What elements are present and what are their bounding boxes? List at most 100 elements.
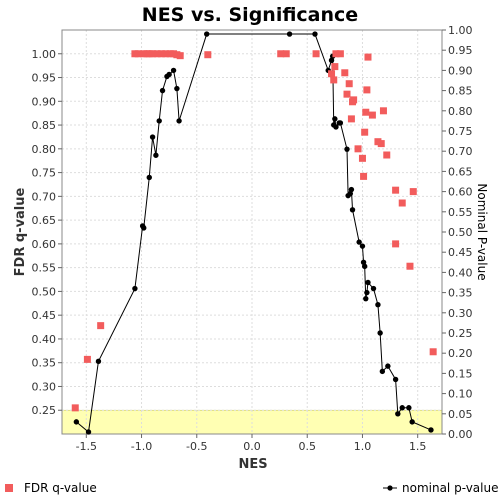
y-tick-label-11: 0.80	[32, 143, 57, 156]
legend-fdr-label: FDR q-value	[24, 481, 97, 495]
y2-tick-label-16: 0.80	[448, 105, 473, 118]
y-tick-label-1: 0.30	[32, 380, 57, 393]
y-tick-label-13: 0.90	[32, 95, 57, 108]
fdr-point-44	[392, 240, 400, 248]
fdr-point-34	[361, 128, 369, 136]
fdr-point-31	[354, 145, 362, 153]
y2-axis-label: Nominal P-value	[475, 183, 489, 280]
pvalue-point-20	[328, 57, 335, 63]
x-tick-label-4: 0.5	[298, 440, 316, 453]
y-tick-label-8: 0.65	[32, 214, 57, 227]
fdr-point-33	[360, 172, 368, 180]
pvalue-point-14	[174, 85, 180, 92]
pvalue-point-41	[377, 330, 383, 336]
pvalue-point-49	[428, 427, 434, 433]
pvalue-point-37	[364, 289, 370, 296]
pvalue-point-39	[370, 285, 377, 292]
fdr-point-22	[331, 63, 339, 71]
x-tick-label-2: -0.5	[186, 440, 207, 453]
y-tick-label-12: 0.85	[32, 119, 57, 132]
x-tick-label-5: 1.0	[354, 440, 372, 453]
pvalue-point-6	[146, 174, 152, 181]
y2-tick-label-10: 0.50	[448, 226, 473, 239]
y2-tick-label-20: 1.00	[448, 24, 473, 37]
fdr-point-9	[153, 50, 161, 58]
y2-tick-label-0: 0.00	[448, 428, 473, 441]
fdr-point-38	[368, 111, 376, 119]
fdr-point-18	[282, 50, 290, 58]
y2-tick-label-18: 0.90	[448, 64, 473, 77]
fdr-point-40	[377, 140, 385, 148]
pvalue-point-45	[395, 411, 401, 417]
pvalue-point-48	[409, 419, 415, 425]
y2-tick-label-8: 0.40	[448, 266, 473, 279]
chart-title: NES vs. Significance	[142, 4, 358, 26]
pvalue-point-34	[360, 259, 367, 265]
nominal-pvalue-series	[73, 31, 434, 435]
y-tick-label-4: 0.45	[32, 309, 57, 322]
pvalue-point-32	[356, 239, 362, 245]
pvalue-point-35	[361, 263, 368, 270]
y2-tick-label-15: 0.75	[448, 125, 473, 138]
pvalue-point-31	[349, 207, 356, 213]
pvalue-point-30	[348, 186, 355, 193]
pvalue-point-40	[375, 302, 381, 308]
fdr-point-24	[336, 50, 344, 58]
fdr-point-29	[350, 96, 358, 104]
legend: FDR q-value nominal p-value	[5, 481, 498, 495]
pvalue-point-13	[170, 67, 177, 74]
fdr-point-4	[134, 50, 142, 58]
pvalue-point-15	[176, 118, 182, 124]
pvalue-point-1	[85, 429, 92, 435]
pvalue-point-8	[153, 152, 159, 158]
y2-tick-label-9: 0.45	[448, 246, 473, 259]
pvalue-point-18	[312, 31, 318, 37]
pvalue-point-43	[385, 363, 391, 369]
legend-fdr-swatch	[5, 484, 13, 492]
y-axis-label: FDR q-value	[13, 187, 28, 276]
fdr-point-47	[409, 188, 417, 196]
y2-tick-label-5: 0.25	[448, 327, 473, 340]
fdr-point-48	[429, 348, 437, 356]
pvalue-point-44	[392, 376, 399, 383]
y2-tick-label-6: 0.30	[448, 307, 473, 320]
y2-tick-label-11: 0.55	[448, 206, 473, 219]
pvalue-point-29	[347, 190, 354, 197]
pvalue-point-27	[344, 146, 350, 152]
x-tick-label-0: -1.5	[76, 440, 97, 453]
pvalue-point-24	[333, 124, 339, 130]
pvalue-point-33	[359, 243, 366, 249]
y-tick-label-7: 0.60	[32, 238, 57, 251]
legend-pval-label: nominal p-value	[402, 481, 498, 495]
y2-axis-ticks: 0.00 0.05 0.10 0.15 0.20 0.25 0.30 0.35 0.40 0.45…	[442, 24, 473, 441]
y2-tick-label-3: 0.15	[448, 367, 473, 380]
y2-tick-label-17: 0.85	[448, 85, 473, 98]
fdr-point-11	[162, 50, 170, 58]
pvalue-point-47	[406, 405, 412, 411]
fdr-point-23	[332, 50, 340, 58]
pvalue-point-36	[363, 295, 369, 302]
y2-tick-label-2: 0.10	[448, 388, 473, 401]
y2-tick-label-12: 0.60	[448, 186, 473, 199]
y-tick-label-5: 0.50	[32, 285, 57, 298]
x-axis-ticks: -1.5 -1.0 -0.5 0.0 0.5 1.0 1.5	[76, 434, 426, 453]
pvalue-point-23	[332, 116, 338, 122]
x-axis-label: NES	[238, 457, 267, 472]
fdr-point-30	[347, 115, 355, 123]
y2-tick-label-14: 0.70	[448, 145, 473, 158]
pvalue-point-10	[159, 87, 166, 94]
fdr-point-45	[398, 199, 406, 207]
x-tick-label-3: 0.0	[243, 440, 261, 453]
fdr-point-27	[345, 80, 353, 88]
y-tick-label-10: 0.75	[32, 167, 57, 180]
pvalue-point-46	[399, 405, 405, 411]
y2-tick-label-19: 0.95	[448, 44, 473, 57]
y2-tick-label-4: 0.20	[448, 347, 473, 360]
fdr-point-19	[312, 50, 320, 58]
y-tick-label-6: 0.55	[32, 262, 57, 275]
fdr-point-20	[328, 70, 336, 78]
pvalue-point-2	[95, 358, 102, 364]
fdr-point-21	[330, 76, 338, 84]
fdr-point-1	[83, 355, 91, 363]
